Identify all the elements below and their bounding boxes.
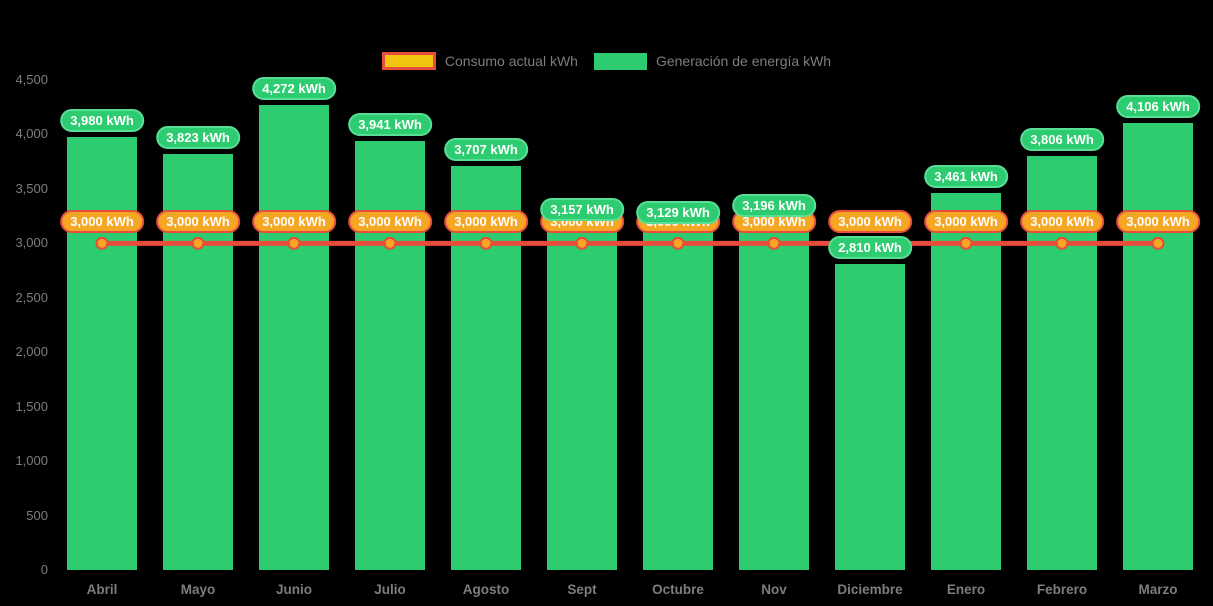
bar — [451, 166, 521, 570]
consumption-value-label: 3,000 kWh — [1020, 210, 1104, 234]
generation-value-label: 3,707 kWh — [444, 138, 528, 162]
bar — [1123, 122, 1193, 570]
y-axis-tick-label: 3,000 — [15, 235, 48, 251]
legend-label-generacion: Generación de energía kWh — [655, 53, 832, 69]
generation-value-label: 4,272 kWh — [252, 76, 336, 100]
legend: Consumo actual kWh Generación de energía… — [0, 52, 1213, 70]
consumption-value-label: 3,000 kWh — [444, 210, 528, 234]
legend-item-generacion[interactable]: Generación de energía kWh — [593, 52, 832, 70]
consumption-point — [575, 236, 589, 250]
bar — [259, 104, 329, 570]
bar — [739, 221, 809, 570]
x-axis-label: Abril — [86, 582, 118, 597]
consumption-value-label: 3,000 kWh — [828, 210, 912, 234]
consumption-point — [671, 236, 685, 250]
generation-value-label: 3,941 kWh — [348, 112, 432, 136]
consumption-point — [479, 236, 493, 250]
consumption-value-label: 3,000 kWh — [348, 210, 432, 234]
generation-value-label: 3,157 kWh — [540, 198, 624, 222]
consumption-value-label: 3,000 kWh — [156, 210, 240, 234]
consumption-value-label: 3,000 kWh — [924, 210, 1008, 234]
bar — [643, 229, 713, 570]
consumption-point — [767, 236, 781, 250]
consumption-value-label: 3,000 kWh — [252, 210, 336, 234]
x-axis-label: Sept — [567, 582, 597, 597]
consumption-point — [191, 236, 205, 250]
y-axis-tick-label: 2,000 — [15, 344, 48, 360]
x-axis-label: Junio — [276, 582, 312, 597]
legend-label-consumo: Consumo actual kWh — [444, 53, 578, 69]
bar — [835, 264, 905, 570]
y-axis-tick-label: 4,500 — [15, 72, 48, 87]
y-axis-tick-label: 0 — [40, 562, 48, 577]
consumption-point — [959, 236, 973, 250]
x-axis-label: Febrero — [1036, 582, 1088, 597]
generation-value-label: 3,980 kWh — [60, 108, 144, 132]
x-axis-label: Octubre — [652, 582, 704, 597]
generation-value-label: 3,129 kWh — [636, 201, 720, 225]
consumption-point — [383, 236, 397, 250]
generation-value-label: 3,196 kWh — [732, 193, 816, 217]
bar — [931, 193, 1001, 570]
bar — [67, 136, 137, 570]
y-axis-tick-label: 500 — [26, 507, 48, 523]
consumption-point — [1151, 236, 1165, 250]
generation-value-label: 3,806 kWh — [1020, 127, 1104, 151]
consumption-value-label: 3,000 kWh — [1116, 210, 1200, 234]
x-axis-label: Marzo — [1138, 582, 1178, 597]
legend-item-consumo[interactable]: Consumo actual kWh — [381, 52, 578, 70]
x-axis-label: Julio — [374, 582, 406, 597]
generacion-swatch-icon — [593, 52, 647, 70]
consumption-point — [287, 236, 301, 250]
y-axis-tick-label: 3,500 — [15, 180, 48, 196]
x-axis-label: Agosto — [462, 582, 510, 597]
consumo-swatch-icon — [381, 52, 436, 70]
generation-value-label: 2,810 kWh — [828, 236, 912, 260]
bar — [547, 226, 617, 570]
consumption-value-label: 3,000 kWh — [60, 210, 144, 234]
y-axis-tick-label: 1,500 — [15, 398, 48, 414]
x-axis-label: Enero — [946, 582, 986, 597]
y-axis-tick-label: 1,000 — [15, 453, 48, 469]
generation-value-label: 3,823 kWh — [156, 125, 240, 149]
y-axis-tick-label: 2,500 — [15, 289, 48, 305]
generation-value-label: 4,106 kWh — [1116, 94, 1200, 118]
generation-value-label: 3,461 kWh — [924, 165, 1008, 189]
y-axis-tick-label: 4,000 — [15, 126, 48, 142]
consumption-point — [95, 236, 109, 250]
x-axis-label: Nov — [761, 582, 787, 597]
x-axis-label: Mayo — [180, 582, 216, 597]
x-axis-label: Diciembre — [837, 582, 903, 597]
consumption-point — [1055, 236, 1069, 250]
